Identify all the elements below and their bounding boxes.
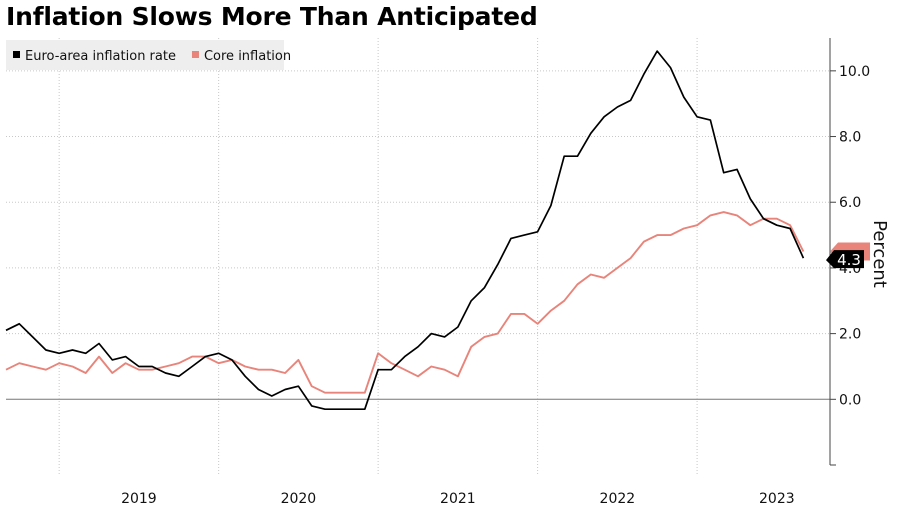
headline-last-value-tag [826,250,864,269]
x-axis: 2019 2020 2021 2022 2023 [121,491,795,507]
core-inflation-legend-label: Core inflation [204,49,291,64]
euro-area-inflation-rate-line [5,50,805,411]
y-tick-label: 10.0 [839,64,870,80]
euro-area-inflation-rate-legend-swatch [13,51,20,58]
chart-title: Inflation Slows More Than Anticipated [6,2,538,31]
legend-box [6,40,284,70]
last-value-label: 4.3 [837,251,861,269]
core-inflation-legend-swatch [191,51,199,58]
x-tick-label: 2022 [600,491,636,507]
y-tick-label: 6.0 [839,195,861,211]
last-value-markers: 4.3 [826,242,870,269]
y-axis-title: Percent [869,220,890,288]
x-tick-label: 2019 [121,491,157,507]
y-tick-label: 2.0 [839,327,861,343]
legend: Euro-area inflation rate Core inflation [6,40,291,70]
grid-layer [6,38,830,475]
y-tick-label: 8.0 [839,130,861,146]
series-layer [5,50,805,411]
core-inflation-line [5,211,805,394]
x-tick-label: 2023 [759,491,795,507]
x-tick-label: 2021 [440,491,476,507]
euro-area-inflation-rate-legend-label: Euro-area inflation rate [25,49,176,64]
x-tick-label: 2020 [281,491,317,507]
y-tick-label: 0.0 [839,392,861,408]
